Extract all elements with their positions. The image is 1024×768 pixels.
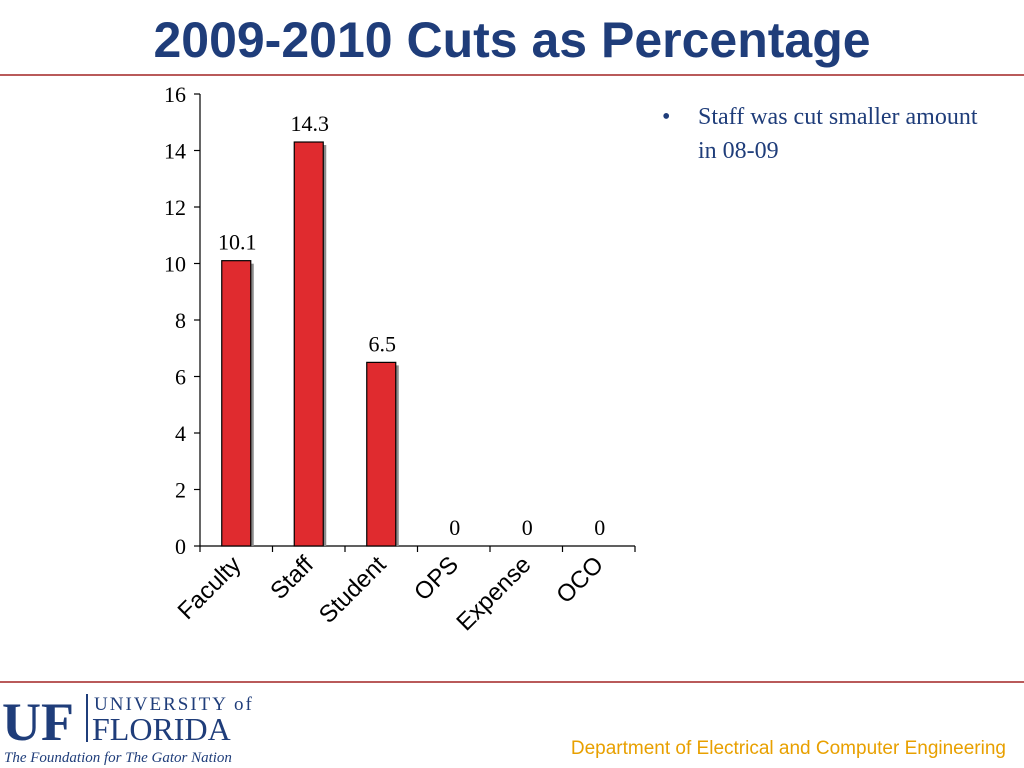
- category-label: Staff: [265, 551, 319, 605]
- y-tick-label: 0: [175, 534, 186, 559]
- bar: [221, 260, 252, 547]
- logo-university-of: UNIVERSITY of: [94, 694, 254, 715]
- slide-title: 2009-2010 Cuts as Percentage: [153, 12, 871, 68]
- category-label: Faculty: [173, 551, 247, 625]
- category-label: OPS: [409, 551, 464, 606]
- y-tick-label: 8: [175, 308, 186, 333]
- bar-data-label: 14.3: [291, 111, 330, 136]
- y-tick-label: 16: [164, 82, 186, 107]
- bar-data-label: 0: [594, 515, 605, 540]
- bar: [293, 141, 324, 547]
- bar-data-label: 6.5: [369, 331, 397, 356]
- footer-department: Department of Electrical and Computer En…: [570, 738, 1006, 759]
- y-tick-label: 4: [175, 421, 186, 446]
- logo-uf: UF: [2, 692, 74, 752]
- y-tick-label: 14: [164, 139, 186, 164]
- category-label: Expense: [451, 551, 536, 636]
- y-tick-label: 2: [175, 478, 186, 503]
- y-tick-label: 10: [164, 252, 186, 277]
- y-tick-label: 12: [164, 195, 186, 220]
- bar-data-label: 0: [449, 515, 460, 540]
- chart-axes: [194, 93, 636, 552]
- bar-chart: 0 2 4 6 8 10 12 14 16 10.1 Faculty 14.3 Staff 6.5 Stud…: [164, 82, 636, 636]
- bar: [366, 361, 397, 547]
- footer-divider: [0, 681, 1024, 683]
- logo-tagline: The Foundation for The Gator Nation: [4, 750, 232, 766]
- bar-data-label: 0: [522, 515, 533, 540]
- university-of-florida-logo: UF UNIVERSITY of FLORIDA The Foundation …: [2, 692, 254, 766]
- title-divider: [0, 74, 1024, 76]
- category-label: OCO: [551, 551, 609, 609]
- category-label: Student: [314, 551, 392, 629]
- chart-bars: [221, 141, 399, 547]
- y-tick-label: 6: [175, 365, 186, 390]
- bar-data-label: 10.1: [218, 230, 257, 255]
- logo-divider: [86, 694, 88, 742]
- bullet-list: Staff was cut smaller amount in 08-09: [662, 100, 982, 168]
- logo-florida: FLORIDA: [92, 711, 231, 747]
- bullet-item: Staff was cut smaller amount in 08-09: [662, 100, 982, 168]
